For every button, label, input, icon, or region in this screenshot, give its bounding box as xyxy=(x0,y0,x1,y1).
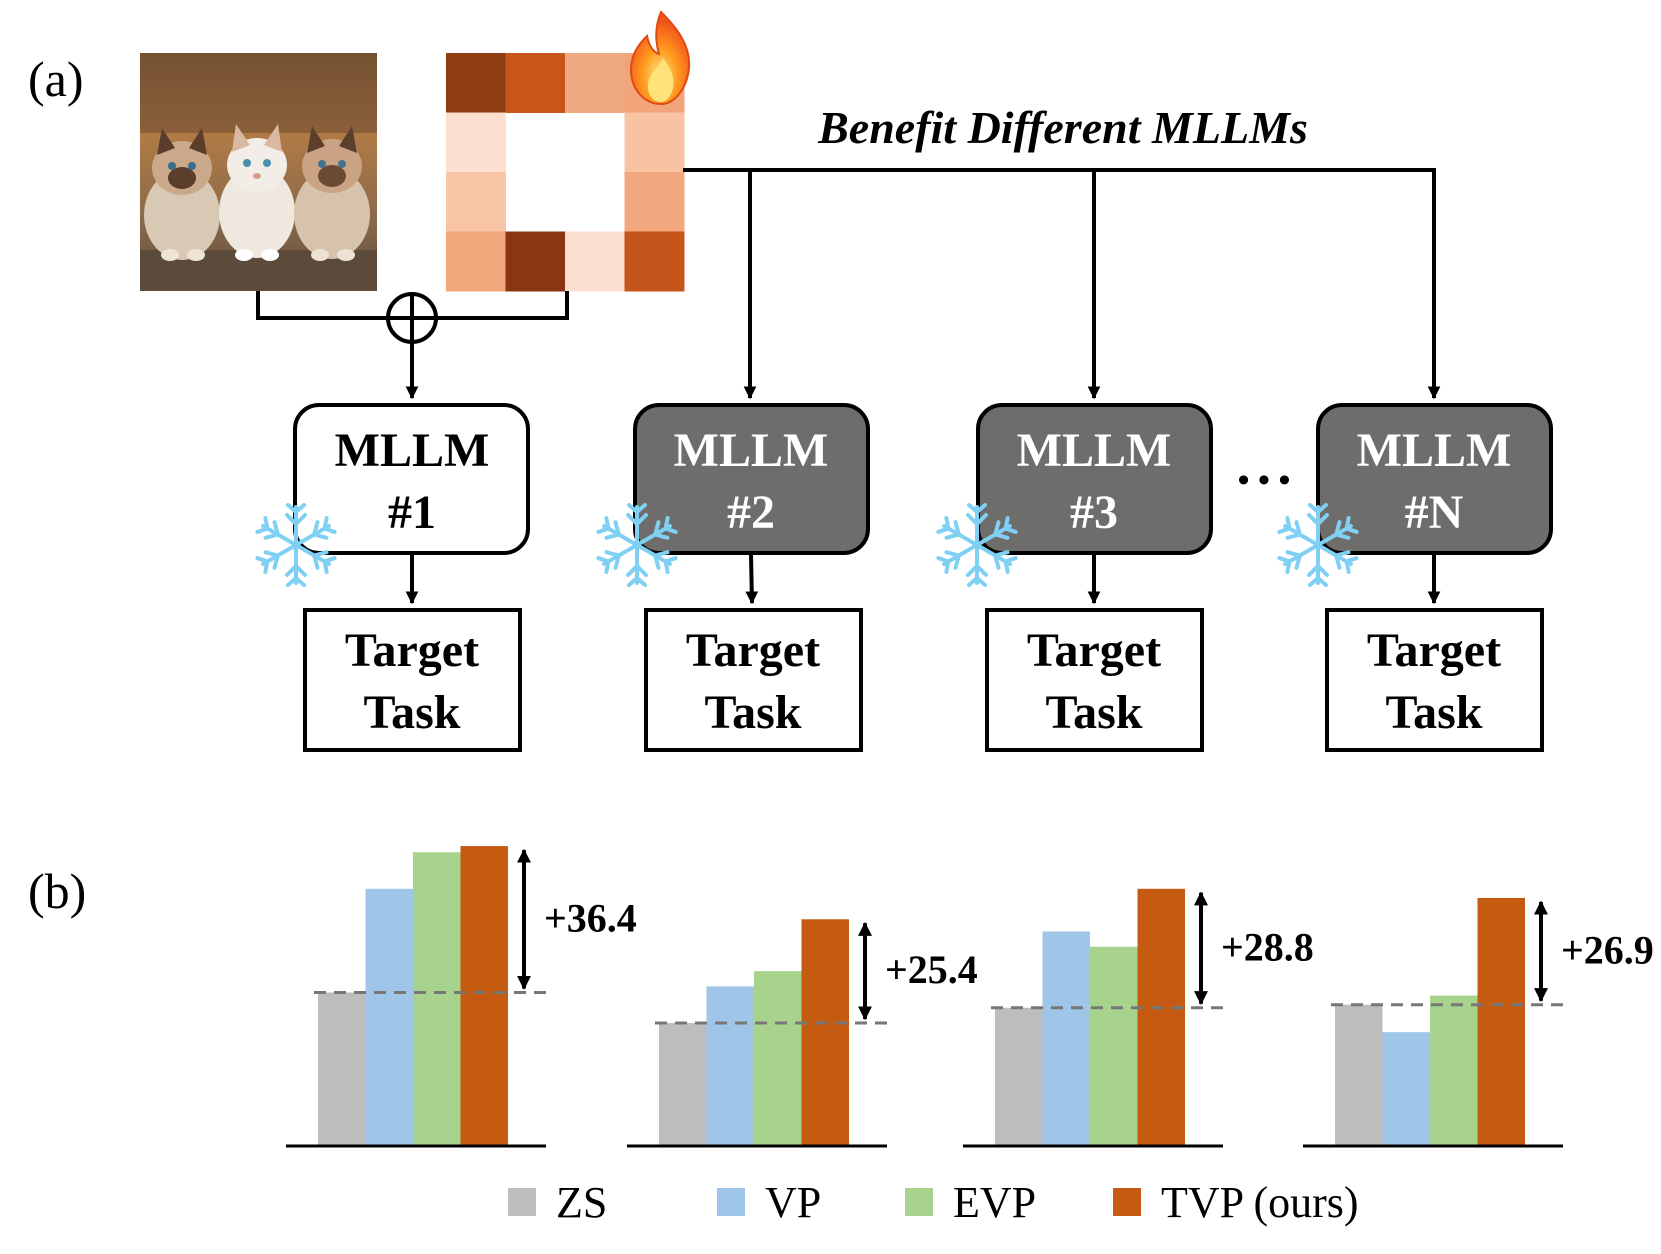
bar xyxy=(706,986,754,1145)
visual-prompt-pattern xyxy=(446,53,685,292)
legend-swatch xyxy=(1113,1188,1141,1216)
gain-label: +26.9 xyxy=(1561,927,1654,972)
bar-group: +25.4 xyxy=(627,919,978,1148)
fire-icon xyxy=(629,10,691,106)
target-line1: Target xyxy=(1027,624,1161,677)
prompt-cell xyxy=(505,53,566,113)
legend: ZS VP EVP TVP (ours) xyxy=(508,1178,1359,1227)
model-number: #1 xyxy=(388,486,436,539)
bar xyxy=(995,1007,1043,1145)
legend-item: ZS xyxy=(508,1178,607,1227)
model-box-1: MLLM #1 xyxy=(293,403,530,555)
target-task-box-3: Target Task xyxy=(985,608,1204,752)
prompt-cell xyxy=(624,231,685,292)
target-line1: Target xyxy=(686,624,820,677)
model-to-task-arrows xyxy=(405,554,1441,605)
target-task-box-2: Target Task xyxy=(644,608,863,752)
bar xyxy=(460,846,508,1145)
bar xyxy=(365,888,413,1145)
legend-label: EVP xyxy=(953,1178,1036,1227)
target-line2: Task xyxy=(1046,686,1143,739)
gain-label: +28.8 xyxy=(1221,924,1314,969)
bar-group: +26.9 xyxy=(1303,897,1654,1148)
legend-label: VP xyxy=(765,1178,821,1227)
bar xyxy=(318,992,366,1145)
legend-item: TVP (ours) xyxy=(1113,1178,1359,1227)
target-task-box-n: Target Task xyxy=(1325,608,1544,752)
model-number: #2 xyxy=(727,486,775,539)
prompt-cell xyxy=(565,53,625,113)
legend-swatch xyxy=(717,1188,745,1216)
bar xyxy=(754,971,802,1145)
bar-chart: +36.4 +25.4 +28.8 +26.9 xyxy=(286,846,1654,1148)
circled-plus-icon xyxy=(386,292,438,344)
target-task-box-1: Target Task xyxy=(303,608,522,752)
legend-label: TVP (ours) xyxy=(1161,1178,1359,1227)
model-number: #3 xyxy=(1070,486,1118,539)
ellipsis: • • • xyxy=(1238,462,1291,499)
bar xyxy=(413,852,461,1145)
gain-label: +25.4 xyxy=(885,947,978,992)
bar xyxy=(1382,1032,1430,1145)
target-line1: Target xyxy=(1367,624,1501,677)
legend-swatch xyxy=(508,1188,536,1216)
prompt-cell xyxy=(446,172,506,232)
headline: Benefit Different MLLMs xyxy=(817,102,1308,153)
kittens-photo xyxy=(140,53,377,291)
target-line2: Task xyxy=(1386,686,1483,739)
bar xyxy=(1335,1004,1383,1145)
bar-group: +28.8 xyxy=(963,888,1314,1148)
model-number: #N xyxy=(1405,486,1464,539)
legend-item: EVP xyxy=(905,1178,1036,1227)
prompt-cell xyxy=(446,112,506,173)
bar xyxy=(1090,946,1138,1145)
legend-swatch xyxy=(905,1188,933,1216)
legend-item: VP xyxy=(717,1178,821,1227)
bar-group: +36.4 xyxy=(286,846,637,1148)
panel-b-label: (b) xyxy=(28,863,86,919)
model-title: MLLM xyxy=(335,424,490,477)
target-line1: Target xyxy=(345,624,479,677)
legend-label: ZS xyxy=(556,1178,607,1227)
prompt-cell xyxy=(505,231,566,292)
prompt-cell xyxy=(624,172,685,232)
distribution-lines xyxy=(683,168,1441,400)
model-title: MLLM xyxy=(674,424,829,477)
prompt-cell xyxy=(446,53,506,113)
model-title: MLLM xyxy=(1357,424,1512,477)
model-box-3: MLLM #3 xyxy=(976,403,1213,555)
bar xyxy=(1477,897,1525,1145)
gain-label: +36.4 xyxy=(544,895,637,940)
prompt-cell xyxy=(624,112,685,173)
prompt-cell xyxy=(446,231,506,292)
model-title: MLLM xyxy=(1017,424,1172,477)
bar xyxy=(1430,995,1478,1145)
model-box-n: MLLM #N xyxy=(1316,403,1553,555)
bar xyxy=(801,919,849,1145)
panel-a-label: (a) xyxy=(28,51,84,107)
bar xyxy=(659,1023,707,1145)
bar xyxy=(1042,931,1090,1145)
prompt-cell xyxy=(565,231,625,292)
model-box-2: MLLM #2 xyxy=(633,403,870,555)
bar xyxy=(1137,888,1185,1145)
target-line2: Task xyxy=(705,686,802,739)
target-line2: Task xyxy=(364,686,461,739)
